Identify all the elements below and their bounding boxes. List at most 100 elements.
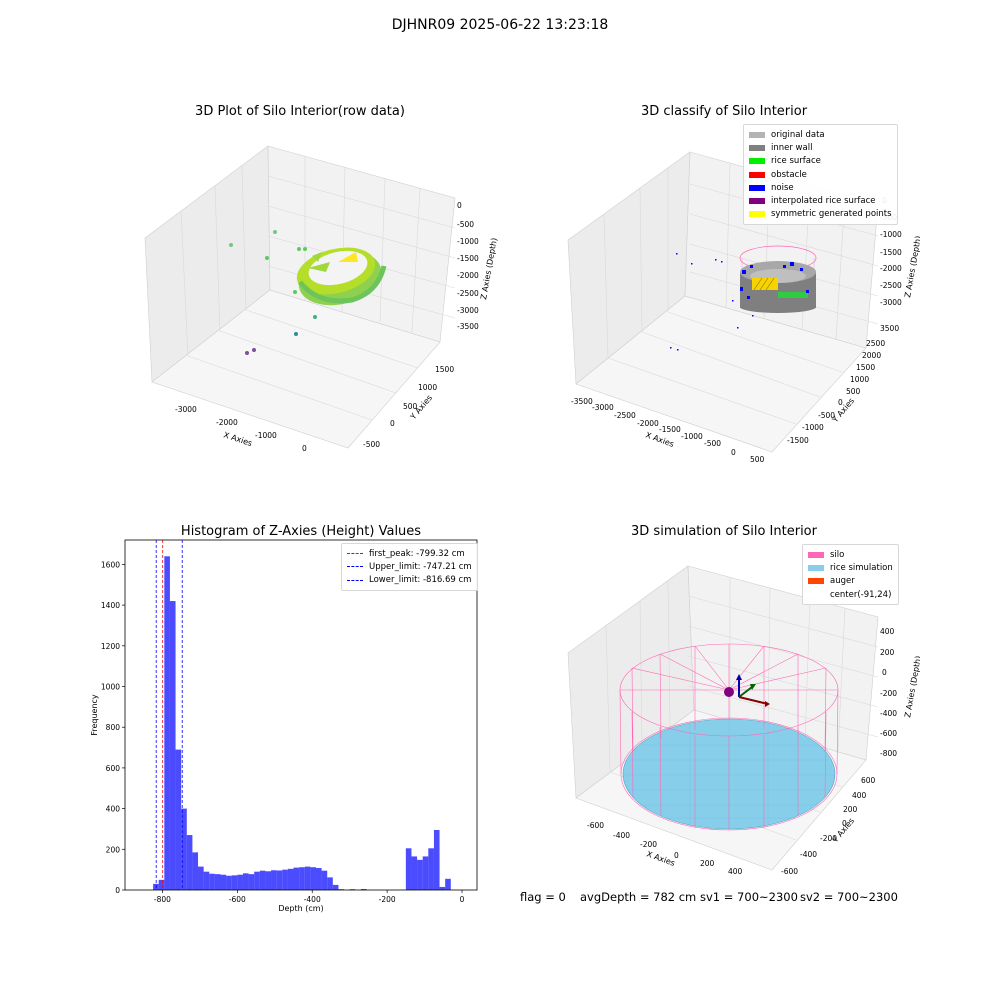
svg-text:-1000: -1000 xyxy=(457,237,479,246)
svg-text:-800: -800 xyxy=(880,749,897,758)
histogram-ytick-label: 1600 xyxy=(101,560,120,569)
histogram-bar xyxy=(226,875,232,890)
svg-text:-500: -500 xyxy=(704,439,721,448)
svg-text:-1500: -1500 xyxy=(787,436,809,445)
histogram-bar xyxy=(169,601,176,890)
svg-text:0: 0 xyxy=(882,668,887,677)
panel4-legend-item: auger xyxy=(808,575,893,588)
svg-text:-500: -500 xyxy=(818,411,835,420)
svg-text:-3000: -3000 xyxy=(457,306,479,315)
histogram-bar xyxy=(299,867,305,890)
svg-text:-2500: -2500 xyxy=(614,411,636,420)
svg-text:0: 0 xyxy=(390,419,395,428)
histogram-bar xyxy=(360,888,367,890)
panel2-legend-label: noise xyxy=(771,182,794,193)
svg-text:500: 500 xyxy=(403,402,418,411)
histogram-bar xyxy=(315,868,322,890)
svg-text:2000: 2000 xyxy=(862,351,881,360)
histogram-bar xyxy=(198,866,204,890)
svg-text:1000: 1000 xyxy=(850,375,869,384)
histogram-legend-line xyxy=(347,579,363,581)
svg-text:-1500: -1500 xyxy=(659,425,681,434)
panel2-legend-item: inner wall xyxy=(749,141,892,154)
panel2-legend-label: obstacle xyxy=(771,169,807,180)
svg-text:-3000: -3000 xyxy=(175,405,197,414)
svg-text:1500: 1500 xyxy=(856,363,875,372)
histogram-legend: first_peak: -799.32 cm Upper_limit: -747.… xyxy=(341,543,478,591)
histogram-bar xyxy=(332,884,339,890)
histogram-bar xyxy=(287,868,294,890)
figure-suptitle: DJHNR09 2025-06-22 13:23:18 xyxy=(391,17,609,33)
histogram-bar xyxy=(439,886,446,890)
panel2-legend-swatch xyxy=(749,131,765,138)
histogram-bar xyxy=(276,870,283,890)
panel4-legend-label: rice simulation xyxy=(830,562,893,573)
status-sv1: sv1 = 700~2300 xyxy=(700,890,798,904)
histogram-xtick-label: -600 xyxy=(229,895,246,904)
histogram-bar xyxy=(411,856,418,890)
panel2-legend-label: interpolated rice surface xyxy=(771,196,876,207)
svg-text:-200: -200 xyxy=(640,840,657,849)
svg-text:-1000: -1000 xyxy=(681,432,703,441)
svg-text:-1000: -1000 xyxy=(880,230,902,239)
svg-text:1500: 1500 xyxy=(435,365,454,374)
status-avg-depth: avgDepth = 782 cm xyxy=(580,890,697,904)
panel4-legend-label: silo xyxy=(830,549,845,560)
histogram-bar xyxy=(186,835,193,890)
panel4-legend-item: rice simulation xyxy=(808,561,893,574)
histogram-ytick-label: 200 xyxy=(106,845,121,854)
histogram-xtick-label: -800 xyxy=(154,895,171,904)
panel4-legend: silo rice simulation auger center(-91,24) xyxy=(802,544,899,606)
svg-text:-1500: -1500 xyxy=(457,254,479,263)
histogram-legend-label: Upper_limit: -747.21 cm xyxy=(369,561,472,572)
histogram-bar xyxy=(158,879,165,890)
histogram-bar xyxy=(237,874,243,890)
svg-text:-2500: -2500 xyxy=(457,289,479,298)
panel2-legend-label: inner wall xyxy=(771,142,813,153)
panel1-title: 3D Plot of Silo Interior(row data) xyxy=(195,104,405,119)
histogram-legend-item: first_peak: -799.32 cm xyxy=(347,547,472,560)
svg-text:-500: -500 xyxy=(457,220,474,229)
svg-text:-3500: -3500 xyxy=(457,322,479,331)
panel1-points xyxy=(229,230,317,355)
panel4-legend-item: silo xyxy=(808,548,893,561)
panel2-title: 3D classify of Silo Interior xyxy=(640,104,808,119)
svg-text:500: 500 xyxy=(750,455,765,464)
panel4-xlabel: X Axies xyxy=(645,849,676,868)
panel2-legend-swatch xyxy=(749,171,765,178)
histogram-bar xyxy=(164,556,170,890)
svg-text:200: 200 xyxy=(843,805,858,814)
histogram-bar xyxy=(327,877,333,890)
panel2-legend-item: obstacle xyxy=(749,168,892,181)
panel4-3d-axes: 400 200 0 -200 -400 -600 -800 -600 -400 … xyxy=(567,565,920,875)
histogram-ytick-label: 400 xyxy=(106,805,121,814)
panel4-legend-label: center(-91,24) xyxy=(830,589,892,600)
panel2-legend: original data inner wall rice surface obsta… xyxy=(743,124,898,226)
panel2-legend-swatch xyxy=(749,198,765,205)
svg-text:-600: -600 xyxy=(880,729,897,738)
histogram-bar xyxy=(209,873,215,890)
svg-text:-200: -200 xyxy=(820,834,837,843)
histogram-bar xyxy=(338,889,345,890)
panel1-zlabel: Z Axies (Depth) xyxy=(479,237,499,300)
histogram-legend-label: first_peak: -799.32 cm xyxy=(369,548,465,559)
histogram-bar xyxy=(248,874,255,890)
histogram-bar xyxy=(181,808,187,890)
histogram-legend-line xyxy=(347,553,363,555)
panel2-zlabel: Z Axies (Depth) xyxy=(903,235,920,298)
histogram-xtick-label: -400 xyxy=(304,895,321,904)
silo-wireframe xyxy=(619,643,839,831)
svg-text:400: 400 xyxy=(728,867,743,875)
panel2-legend-swatch xyxy=(749,158,765,165)
histogram-bar xyxy=(422,856,429,890)
histogram-legend-item: Lower_limit: -816.69 cm xyxy=(347,574,472,587)
histogram-bar xyxy=(428,848,434,890)
panel2-legend-item: interpolated rice surface xyxy=(749,194,892,207)
svg-text:-200: -200 xyxy=(880,689,897,698)
histogram-bar xyxy=(310,867,316,890)
histogram-legend-label: Lower_limit: -816.69 cm xyxy=(369,575,472,586)
histogram-ytick-label: 1000 xyxy=(101,683,120,692)
panel2-noise-points xyxy=(670,253,754,351)
svg-text:-3000: -3000 xyxy=(592,403,614,412)
histogram-bar xyxy=(271,870,277,890)
